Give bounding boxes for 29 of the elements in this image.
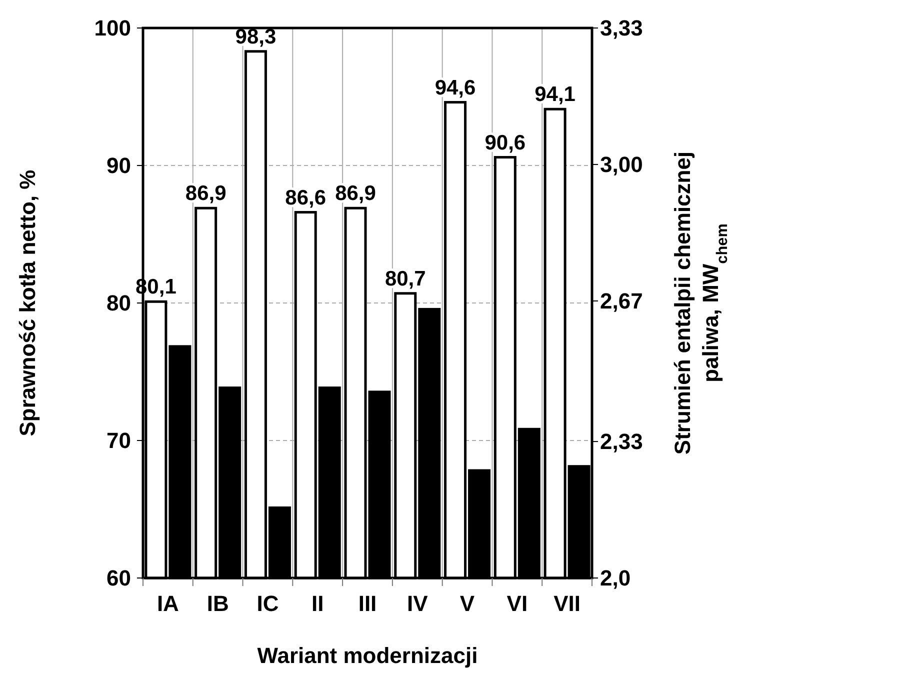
y2-tick-label: 2,0 <box>600 566 631 591</box>
y2-tick-label: 2,67 <box>600 288 643 314</box>
y-axis-title: Sprawność kotła netto, % <box>15 170 40 436</box>
y2-tick-label: 3,00 <box>600 152 643 178</box>
y-tick-label: 70 <box>106 428 131 454</box>
x-axis-title: Wariant modernizacji <box>257 643 478 668</box>
x-tick-label: IA <box>156 591 180 616</box>
data-label: 86,9 <box>335 182 376 206</box>
x-tick-label: II <box>311 591 324 616</box>
data-label: 94,1 <box>534 83 576 106</box>
data-label: 80,7 <box>384 267 426 290</box>
x-tick-label: VII <box>554 591 581 616</box>
x-tick-label: VI <box>506 591 528 616</box>
y2-tick-label: 2,33 <box>600 429 643 454</box>
y-tick-label: 90 <box>106 153 131 178</box>
x-tick-label: IV <box>406 591 428 616</box>
x-tick-label: III <box>358 591 377 616</box>
data-label: 86,6 <box>285 186 326 210</box>
y-tick-label: 80 <box>106 290 131 316</box>
data-label: 94,6 <box>434 76 476 100</box>
x-tick-label: IB <box>206 591 229 616</box>
y2-tick-label: 3,33 <box>600 16 643 41</box>
data-label: 98,3 <box>235 25 276 48</box>
data-label: 90,6 <box>484 131 526 154</box>
data-label: 86,9 <box>185 182 226 206</box>
y-tick-label: 60 <box>106 566 131 591</box>
x-tick-label: V <box>460 591 475 616</box>
x-tick-label: IC <box>256 591 279 616</box>
y-tick-label: 100 <box>94 16 131 41</box>
